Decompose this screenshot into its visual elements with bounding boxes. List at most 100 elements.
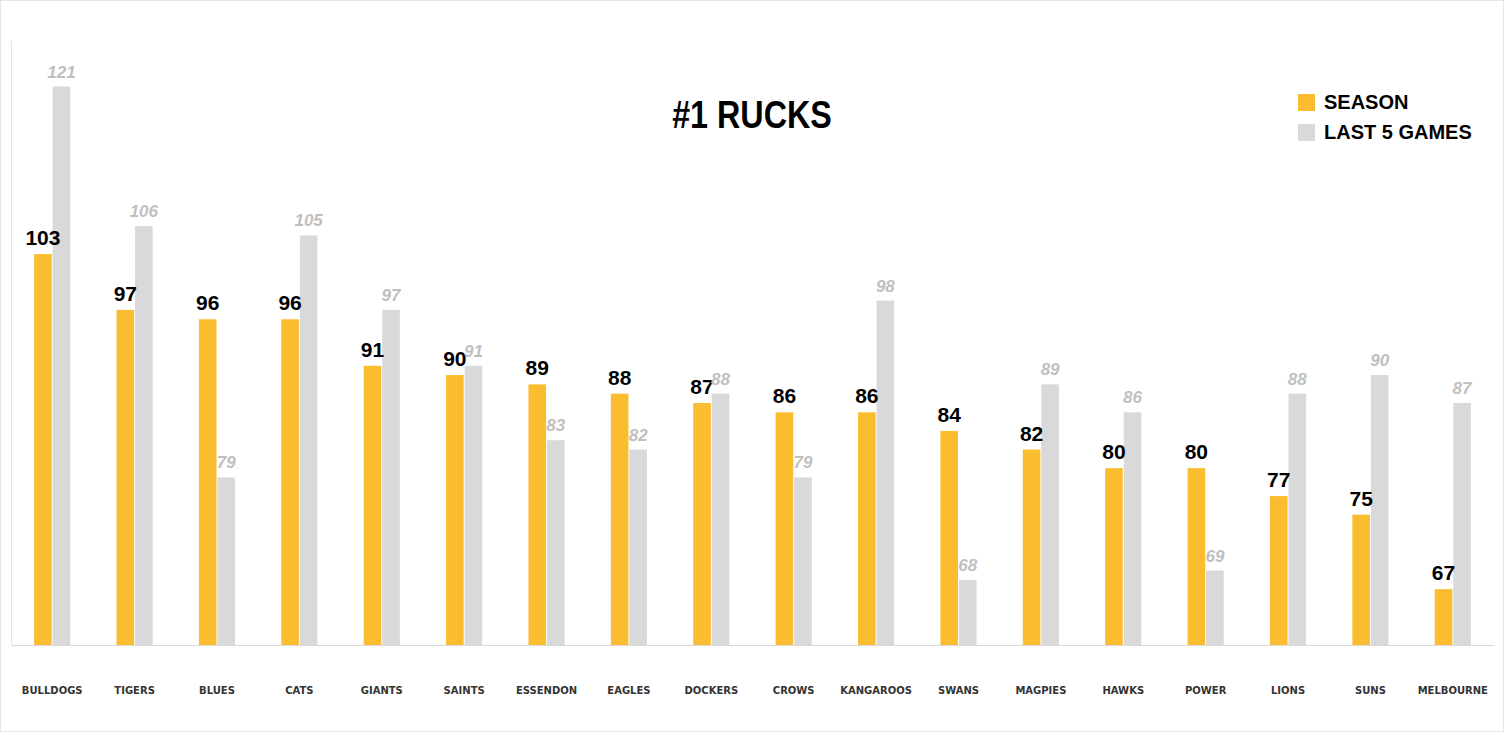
data-label: 96 xyxy=(278,291,301,314)
data-label: 80 xyxy=(1185,440,1208,463)
legend-swatch xyxy=(1298,124,1315,141)
data-label: 121 xyxy=(47,63,75,82)
bar xyxy=(1041,384,1059,645)
x-tick-label: SWANS xyxy=(938,685,979,696)
bar xyxy=(1288,394,1306,645)
x-tick-label: BLUES xyxy=(199,685,235,696)
x-tick-label: GIANTS xyxy=(361,685,403,696)
data-label: 87 xyxy=(1453,379,1473,398)
chart: 1039796969190898887868684828080777567121… xyxy=(0,0,1504,732)
data-label: 89 xyxy=(1041,360,1060,379)
bar xyxy=(877,301,895,645)
x-tick-label: SAINTS xyxy=(444,685,485,696)
bar xyxy=(1352,515,1370,645)
x-tick: SUNS xyxy=(1355,645,1386,696)
data-label: 105 xyxy=(294,211,323,230)
x-tick: TIGERS xyxy=(114,645,154,696)
legend: SEASONLAST 5 GAMES xyxy=(1298,91,1472,143)
bar xyxy=(217,477,235,645)
x-tick: EAGLES xyxy=(607,645,650,696)
data-label: 80 xyxy=(1102,440,1125,463)
bar xyxy=(281,319,299,645)
bar xyxy=(611,394,629,645)
bar xyxy=(34,254,52,645)
data-label: 86 xyxy=(1123,388,1142,407)
bar xyxy=(547,440,565,645)
bar xyxy=(53,87,71,645)
data-label: 79 xyxy=(217,453,236,472)
data-label: 106 xyxy=(130,202,159,221)
x-tick: CROWS xyxy=(773,645,815,696)
data-label: 77 xyxy=(1267,468,1290,491)
x-tick: BLUES xyxy=(199,645,235,696)
x-tick-label: CATS xyxy=(285,685,313,696)
legend-label: LAST 5 GAMES xyxy=(1324,121,1472,143)
x-tick: DOCKERS xyxy=(684,645,738,696)
data-label: 86 xyxy=(855,384,878,407)
x-tick-label: MAGPIES xyxy=(1015,685,1066,696)
bar xyxy=(693,403,711,645)
data-label: 91 xyxy=(464,342,483,361)
x-tick: SAINTS xyxy=(444,645,485,696)
data-label: 82 xyxy=(1020,422,1043,445)
y-axis xyxy=(11,41,12,646)
data-label: 68 xyxy=(958,556,977,575)
bar xyxy=(1270,496,1288,645)
bar xyxy=(776,412,794,645)
bar xyxy=(135,226,153,645)
background xyxy=(0,0,1504,732)
y-axis-line xyxy=(11,41,12,646)
data-label: 91 xyxy=(361,338,385,361)
bar xyxy=(364,366,382,645)
x-tick: KANGAROOS xyxy=(840,645,912,696)
bar xyxy=(629,450,647,645)
x-tick-label: SUNS xyxy=(1355,685,1386,696)
data-label: 88 xyxy=(711,370,730,389)
x-tick-label: POWER xyxy=(1185,685,1227,696)
x-tick-label: MELBOURNE xyxy=(1418,685,1488,696)
x-tick-label: EAGLES xyxy=(607,685,650,696)
bar xyxy=(1188,468,1206,645)
x-tick: HAWKS xyxy=(1102,645,1144,696)
x-tick-label: ESSENDON xyxy=(516,685,577,696)
x-axis-line xyxy=(12,645,1495,646)
x-tick: LIONS xyxy=(1271,645,1305,696)
x-tick: ESSENDON xyxy=(516,645,577,696)
bar xyxy=(446,375,464,645)
x-axis: BULLDOGS TIGERS BLUES CATS GIANTS SAINTS ESSEN… xyxy=(12,645,1495,696)
x-tick: GIANTS xyxy=(361,645,403,696)
data-label: 90 xyxy=(1370,351,1389,370)
data-labels: 1039796969190898887868684828080777567121… xyxy=(25,63,1473,585)
data-label: 97 xyxy=(382,286,402,305)
bar xyxy=(1453,403,1471,645)
bar xyxy=(712,394,730,645)
x-tick: BULLDOGS xyxy=(22,645,83,696)
x-tick: MAGPIES xyxy=(1015,645,1066,696)
data-label: 96 xyxy=(196,291,219,314)
bar xyxy=(1023,450,1041,645)
x-tick-label: KANGAROOS xyxy=(840,685,912,696)
data-label: 84 xyxy=(938,403,962,426)
bar xyxy=(858,412,876,645)
bar xyxy=(1124,412,1142,645)
data-label: 86 xyxy=(773,384,796,407)
x-tick: CATS xyxy=(285,645,313,696)
x-tick: POWER xyxy=(1185,645,1227,696)
data-label: 75 xyxy=(1349,487,1373,510)
data-label: 79 xyxy=(794,453,813,472)
bar xyxy=(940,431,958,645)
bar xyxy=(1435,589,1453,645)
bar xyxy=(1105,468,1123,645)
bar xyxy=(528,384,546,645)
bar xyxy=(465,366,483,645)
data-label: 88 xyxy=(608,366,632,389)
data-label: 69 xyxy=(1205,547,1224,566)
data-label: 97 xyxy=(114,282,137,305)
x-tick: MELBOURNE xyxy=(1418,645,1488,696)
bar xyxy=(1371,375,1389,645)
x-tick-label: TIGERS xyxy=(114,685,154,696)
bar xyxy=(794,477,812,645)
x-tick: SWANS xyxy=(938,645,979,696)
data-label: 88 xyxy=(1288,370,1307,389)
bars xyxy=(34,87,1471,645)
